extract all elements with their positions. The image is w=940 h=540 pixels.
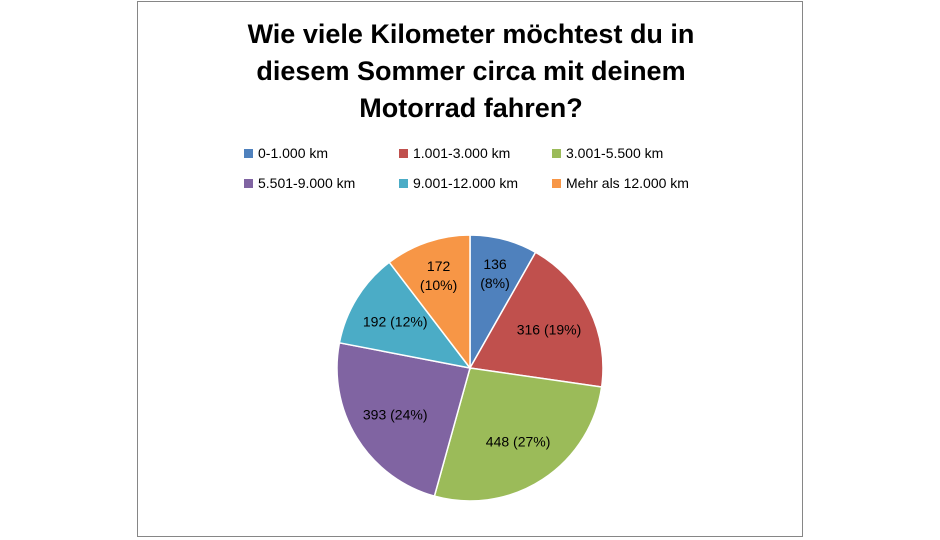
pie-slice-3001-5500 [433, 367, 603, 502]
data-label-mehr-als-12000: 172 (10%) [420, 258, 457, 293]
pie-chart: 136 (8%) 316 (19%) 448 (27%) 393 (24%) 192 (1… [336, 234, 604, 502]
pie-slices [336, 234, 604, 502]
legend-item-5501-9000: 5.501-9.000 km [244, 174, 355, 192]
data-label-9001-12000: 192 (12%) [363, 314, 428, 330]
legend-label: 9.001-12.000 km [413, 175, 519, 191]
data-label-1001-3000: 316 (19%) [517, 321, 582, 337]
legend-swatch [399, 148, 408, 158]
legend-item-0-1000: 0-1.000 km [244, 144, 328, 162]
legend-swatch [244, 148, 253, 158]
chart-area: Wie viele Kilometer möchtest du in diese… [137, 1, 803, 537]
legend-swatch [552, 178, 561, 188]
chart-title: Wie viele Kilometer möchtest du in diese… [138, 16, 804, 127]
data-label-0-1000: 136 (8%) [480, 256, 510, 291]
chart-title-line-3: Motorrad fahren? [359, 93, 583, 123]
legend-item-1001-3000: 1.001-3.000 km [399, 144, 510, 162]
pie-labels: 136 (8%) 316 (19%) 448 (27%) 393 (24%) 192 (1… [363, 256, 581, 450]
legend-swatch [399, 178, 408, 188]
legend-swatch [244, 178, 253, 188]
legend-label: 5.501-9.000 km [258, 175, 356, 191]
legend-label: 0-1.000 km [258, 145, 329, 161]
chart-title-line-1: Wie viele Kilometer möchtest du in [247, 19, 695, 49]
legend-item-mehr-als-12000: Mehr als 12.000 km [552, 174, 689, 192]
legend-item-3001-5500: 3.001-5.500 km [552, 144, 663, 162]
legend-label: 3.001-5.500 km [566, 145, 664, 161]
data-label-3001-5500: 448 (27%) [486, 434, 551, 450]
data-label-5501-9000: 393 (24%) [363, 406, 428, 422]
legend-swatch [552, 148, 561, 158]
chart-title-line-2: diesem Sommer circa mit deinem [256, 56, 686, 86]
legend: 0-1.000 km 1.001-3.000 km 3.001-5.500 km… [244, 144, 724, 200]
legend-item-9001-12000: 9.001-12.000 km [399, 174, 518, 192]
pie-slice-5501-9000 [336, 341, 471, 498]
pie-slice-9001-12000 [338, 261, 472, 370]
legend-label: Mehr als 12.000 km [566, 175, 689, 191]
pie-slice-1001-3000 [468, 251, 604, 388]
legend-label: 1.001-3.000 km [413, 145, 511, 161]
pie-slice-mehr-als-12000 [388, 234, 471, 371]
